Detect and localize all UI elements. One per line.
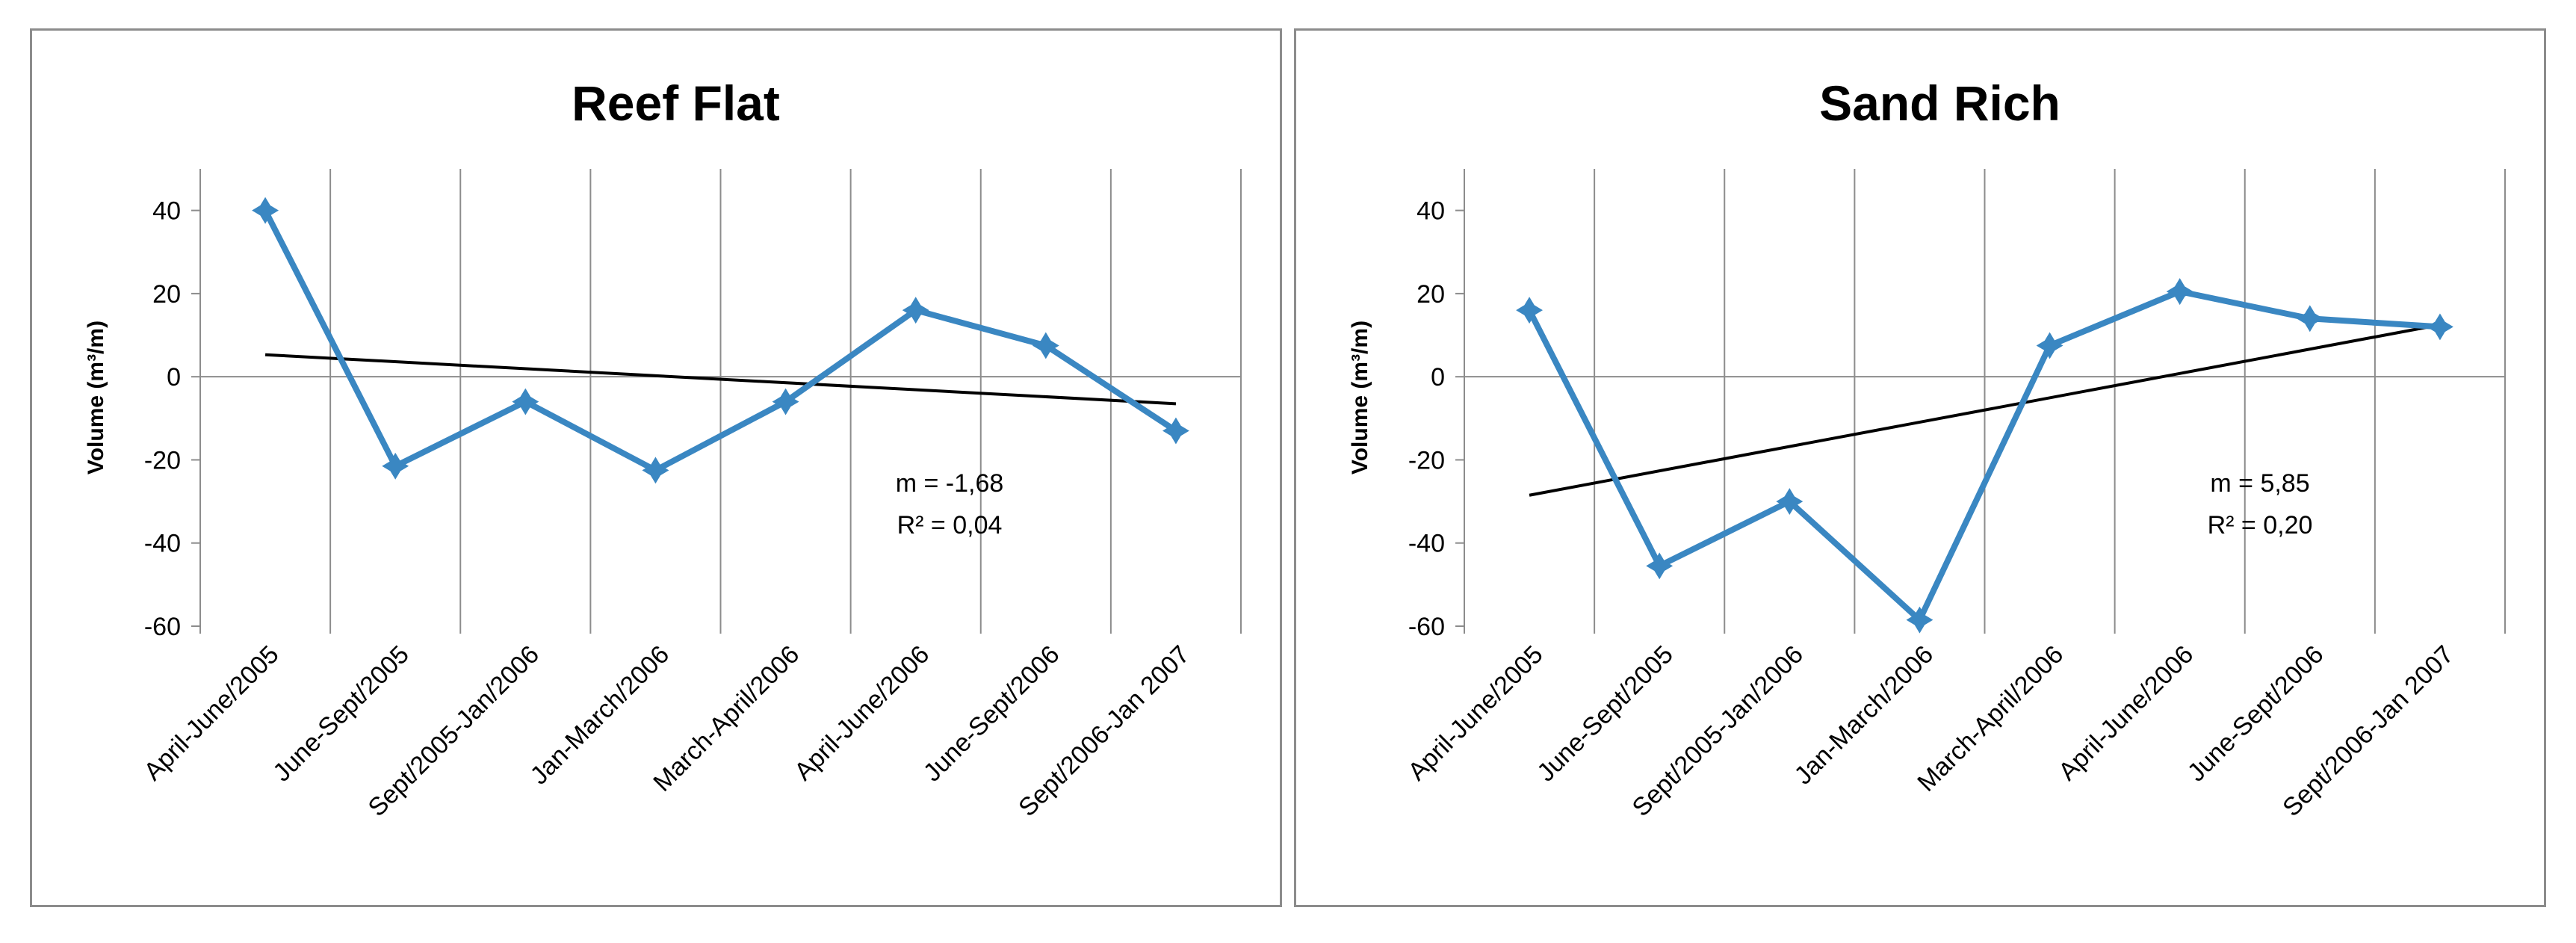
x-tick-label: Jan-March/2006 (1789, 640, 1939, 791)
y-tick-label: -20 (1408, 446, 1445, 474)
y-tick-label: -20 (144, 446, 181, 474)
trend-slope-label: m = -1,68 (896, 469, 1004, 498)
chart-title: Sand Rich (1819, 75, 2061, 131)
y-tick-label: 20 (152, 280, 181, 309)
x-tick-label: April-June/2006 (2053, 640, 2199, 786)
chart-sand-rich: Sand Rich 40 20 0 -20 -40 -60 Volume (m³/m) Apri… (1294, 28, 2546, 907)
y-tick-label: 0 (1431, 363, 1445, 392)
chart-reef-flat: Reef Flat 40 20 0 -20 -40 -60 Volume (m³/m) Apri… (30, 28, 1282, 907)
y-axis-label: Volume (m³/m) (84, 321, 108, 474)
y-tick-label: 40 (152, 197, 181, 226)
y-tick-label: 20 (1417, 280, 1445, 309)
y-axis-label: Volume (m³/m) (1348, 321, 1372, 474)
data-point (642, 457, 669, 484)
data-point (2426, 313, 2453, 341)
y-tick-label: -60 (144, 613, 181, 641)
trend-r2-label: R² = 0,04 (897, 511, 1003, 539)
trendline (264, 353, 1177, 406)
x-tick-label: April-June/2006 (789, 640, 935, 786)
series-line-volume (262, 208, 1178, 474)
data-point (2166, 278, 2193, 306)
data-point (1906, 606, 1933, 634)
data-point (252, 197, 279, 224)
y-tick-label: -60 (1408, 613, 1445, 641)
y-tick-label: -40 (1408, 530, 1445, 558)
data-point (1646, 552, 1674, 580)
x-tick-label: June-Sept/2005 (1532, 640, 1679, 788)
trendline (1529, 323, 2441, 497)
data-point (902, 297, 929, 324)
series-line-volume (1526, 288, 2441, 623)
trend-slope-label: m = 5,85 (2210, 469, 2309, 498)
x-tick-label: June-Sept/2006 (2182, 640, 2329, 788)
chart-title: Reef Flat (572, 75, 780, 131)
x-tick-label: April-June/2005 (1402, 640, 1548, 786)
data-point (1162, 417, 1189, 445)
x-tick-label: June-Sept/2006 (918, 640, 1065, 788)
chart-sand-rich-plot: Sand Rich 40 20 0 -20 -40 -60 Volume (m³/m) Apri… (1348, 75, 2506, 822)
data-point (772, 388, 799, 415)
x-tick-label: June-Sept/2005 (267, 640, 415, 788)
x-tick-label: April-June/2005 (138, 640, 284, 786)
x-tick-label: March-April/2006 (1912, 640, 2069, 797)
data-point (2036, 332, 2063, 359)
y-tick-label: -40 (144, 530, 181, 558)
x-tick-label: Jan-March/2006 (524, 640, 675, 791)
data-point (2296, 305, 2323, 333)
data-point (1516, 297, 1544, 324)
x-tick-label: March-April/2006 (648, 640, 805, 797)
data-point (1032, 332, 1059, 359)
data-point (1776, 488, 1803, 516)
chart-reef-flat-plot: Reef Flat 40 20 0 -20 -40 -60 Volume (m³/m) Apri… (84, 75, 1242, 822)
data-point (382, 452, 409, 480)
trend-r2-label: R² = 0,20 (2208, 511, 2313, 539)
y-tick-label: 40 (1417, 197, 1445, 226)
y-tick-label: 0 (167, 363, 181, 392)
data-point (512, 388, 539, 415)
